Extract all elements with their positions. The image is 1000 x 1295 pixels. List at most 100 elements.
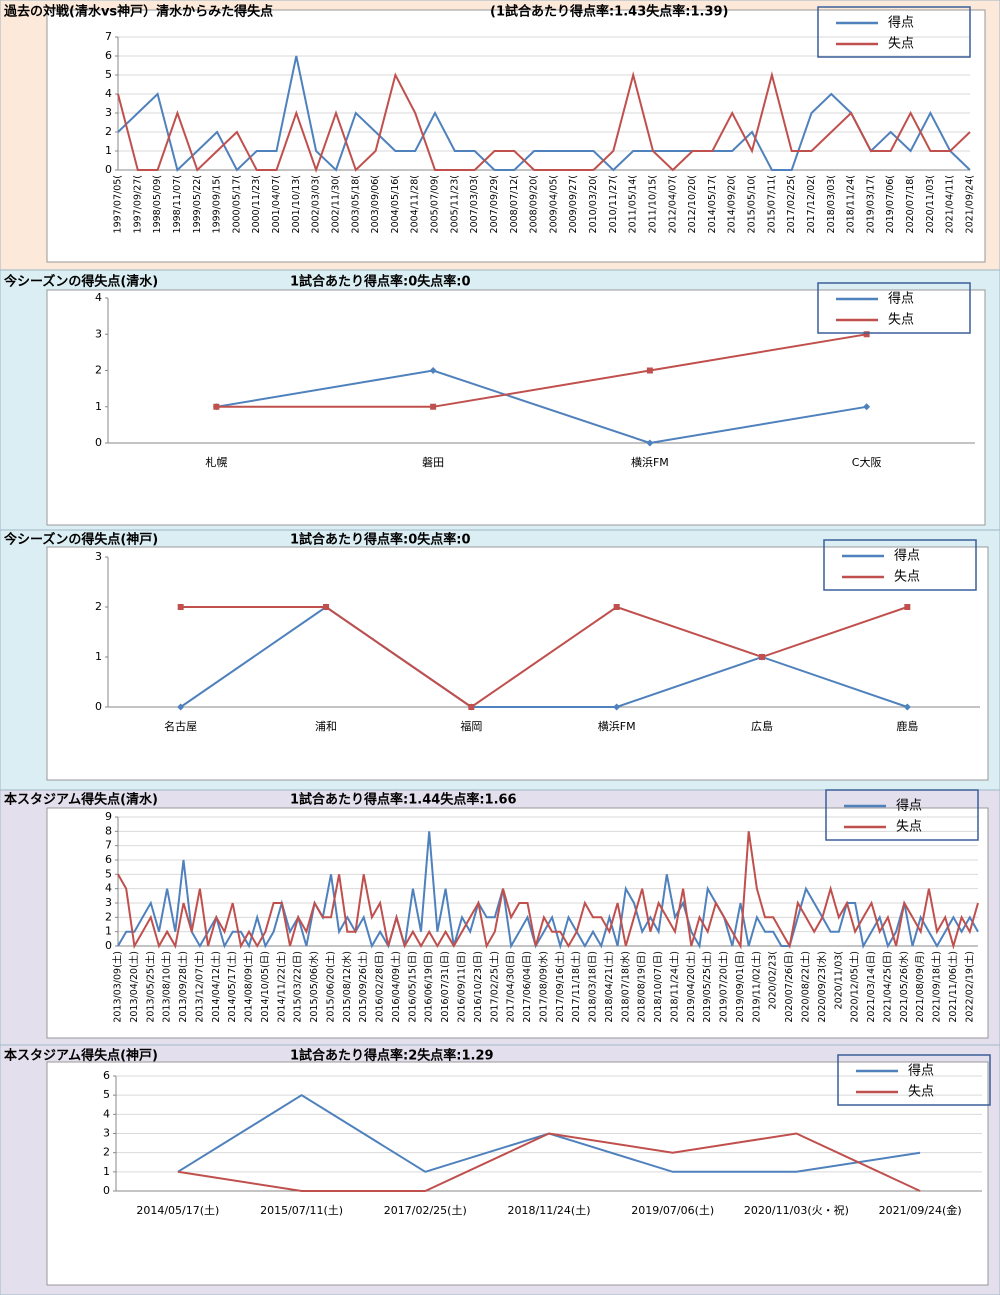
y-tick-label: 6 [103, 1069, 110, 1082]
y-tick-label: 7 [105, 839, 112, 852]
legend-box [817, 282, 971, 334]
x-tick-label: 2020/09/23(水) [816, 951, 828, 1023]
series-line [177, 1132, 921, 1192]
x-tick-label: 1997/07/05( [113, 175, 124, 233]
y-tick-label: 1 [103, 1165, 110, 1178]
x-tick-label: 2018/03/18(日) [588, 951, 599, 1023]
marker [646, 367, 653, 374]
x-tick-label: 1998/05/09( [152, 175, 163, 233]
chart-title: 過去の対戦(清水vs神戸）清水からみた得失点 [3, 4, 273, 20]
marker [903, 703, 911, 711]
legend-label: 得点 [908, 1063, 934, 1079]
x-tick-label: 2002/11/30( [330, 175, 341, 233]
legend-label: 失点 [888, 37, 914, 52]
marker [904, 604, 911, 610]
x-tick-label: 2016/10/23(日) [473, 951, 484, 1023]
chart-panel: 過去の対戦(清水vs神戸）清水からみた得失点 (1試合あたり得点率:1.43失点率… [0, 0, 1000, 271]
y-tick-label: 3 [103, 1127, 110, 1140]
x-tick-label: 2017/08/09(水) [537, 951, 549, 1023]
x-tick-label: 2012/10/20( [687, 175, 698, 233]
y-tick-label: 3 [105, 106, 112, 119]
chart-area [46, 9, 986, 263]
x-tick-label: 2001/10/13( [291, 175, 302, 233]
x-tick-label: 2021/09/24(金) [879, 1203, 962, 1217]
x-tick-label: 2017/09/16(土) [554, 951, 566, 1023]
x-tick-label: 2020/07/18( [905, 175, 916, 233]
chart-panel: 本スタジアム得失点(清水) 1試合あたり得点率:1.44失点率:1.66 01 234… [0, 789, 1000, 1046]
chart-title: 本スタジアム得失点(神戸) [4, 1048, 158, 1064]
x-tick-label: 2007/09/29( [489, 175, 500, 233]
y-tick-label: 3 [95, 550, 102, 563]
marker [863, 331, 870, 338]
x-tick-label: 2019/07/06( [885, 175, 896, 233]
x-tick-label: 2013/12/07(土) [193, 951, 205, 1023]
x-tick-label: 2015/07/11( [766, 175, 777, 233]
x-tick-label: 2003/05/18( [350, 175, 361, 233]
y-tick-label: 2 [95, 600, 102, 613]
chart-title: 今シーズンの得失点(清水) [3, 274, 158, 290]
x-tick-label: 2020/12/05(土) [849, 951, 861, 1023]
marker [759, 654, 765, 660]
x-tick-label: 2019/07/06(土) [631, 1204, 714, 1217]
legend-box [825, 789, 979, 841]
x-tick-label: 磐田 [422, 455, 444, 469]
x-tick-label: 2015/08/12(水) [341, 951, 353, 1023]
x-tick-label: 2008/07/12( [509, 175, 520, 233]
x-tick-label: 2020/11/03( [925, 175, 936, 233]
legend-label: 失点 [888, 313, 914, 328]
x-tick-label: 2013/09/28(土) [177, 951, 189, 1023]
x-tick-label: 2020/07/26(日) [784, 951, 795, 1023]
x-tick-label: 2014/11/22(土) [275, 951, 287, 1023]
x-tick-label: 2003/09/06( [370, 175, 381, 233]
x-tick-label: 2008/09/20( [529, 175, 540, 233]
x-tick-label: 2013/08/10(土) [161, 951, 173, 1023]
marker [430, 403, 437, 410]
x-tick-label: 1998/11/07( [172, 175, 183, 233]
x-tick-label: 2004/11/28( [410, 175, 421, 233]
x-tick-label: 2010/11/27( [608, 175, 619, 233]
y-tick-label: 8 [105, 824, 112, 837]
x-tick-label: 2019/05/25(土) [701, 951, 713, 1023]
x-tick-label: 2020/02/23( [768, 951, 779, 1009]
x-tick-label: 2016/06/19(日) [424, 951, 435, 1023]
y-tick-label: 4 [105, 882, 112, 895]
x-tick-label: 2021/04/25(日) [882, 951, 893, 1023]
x-tick-label: 2021/04/11( [945, 175, 956, 233]
x-tick-label: 2015/05/06(水) [308, 951, 320, 1023]
x-tick-label: 2014/05/17( [707, 175, 718, 233]
x-tick-label: 2018/11/24(土) [668, 951, 680, 1023]
x-tick-label: 浦和 [315, 720, 337, 733]
legend-box [817, 6, 971, 58]
x-tick-label: 2000/11/23( [251, 175, 262, 233]
x-tick-label: 2019/04/20(土) [685, 951, 697, 1023]
x-tick-label: 札幌 [205, 455, 227, 469]
legend-label: 失点 [896, 820, 922, 835]
chart-area [46, 546, 989, 781]
x-tick-label: 2018/10/07(日) [653, 951, 664, 1023]
y-tick-label: 0 [105, 163, 112, 176]
x-tick-label: 2019/07/20(土) [718, 951, 730, 1023]
chart-area [46, 289, 986, 526]
marker [613, 604, 620, 610]
chart-subtitle: (1試合あたり得点率:1.43失点率:1.39) [490, 4, 728, 20]
x-tick-label: C大阪 [852, 455, 882, 469]
x-tick-label: 2016/04/09(土) [390, 951, 402, 1023]
marker [468, 704, 475, 710]
x-tick-label: 2014/10/05(日) [260, 951, 271, 1023]
x-tick-label: 2022/02/19(土) [963, 951, 975, 1023]
x-tick-label: 2021/05/26(水) [898, 951, 910, 1023]
y-tick-label: 4 [95, 291, 102, 304]
legend-label: 得点 [896, 798, 922, 814]
x-tick-label: 2016/07/31(日) [440, 951, 451, 1023]
x-tick-label: 2015/03/22(日) [293, 951, 304, 1023]
x-tick-label: 2016/02/28(日) [375, 951, 386, 1023]
y-tick-label: 5 [105, 68, 112, 81]
x-tick-label: 2002/03/03( [311, 175, 322, 233]
x-tick-label: 2018/04/21(土) [603, 951, 615, 1023]
y-tick-label: 3 [105, 896, 112, 909]
chart-title: 本スタジアム得失点(清水) [4, 792, 158, 808]
x-tick-label: 名古屋 [164, 719, 197, 733]
y-tick-label: 1 [105, 925, 112, 938]
y-tick-label: 0 [95, 700, 102, 713]
marker [177, 604, 184, 610]
